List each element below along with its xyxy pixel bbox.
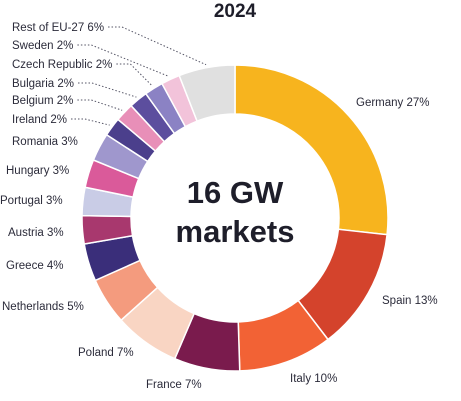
center-line-1: 16 GW — [187, 175, 284, 210]
leader-line — [70, 118, 110, 126]
slice-label: Greece 4% — [6, 260, 64, 272]
slice-label: Spain 13% — [382, 295, 438, 307]
slice-label: Romania 3% — [12, 136, 78, 148]
slice-label: Hungary 3% — [6, 165, 69, 177]
leader-line — [77, 44, 170, 78]
labels-group: Germany 27% Spain 13% Italy 10% France 7% Po… — [0, 22, 438, 391]
slice-label: Czech Republic 2% — [12, 59, 112, 71]
slice-label: Sweden 2% — [12, 40, 73, 52]
leader-line — [108, 26, 207, 66]
leader-line — [77, 99, 123, 111]
slice-label: Italy 10% — [290, 373, 337, 385]
slice-label: Bulgaria 2% — [12, 78, 74, 90]
slice-rest — [178, 64, 236, 123]
slice-label: Portugal 3% — [0, 195, 63, 207]
slices-group — [81, 64, 389, 372]
slice-label: Austria 3% — [8, 227, 64, 239]
leader-lines-group — [70, 26, 207, 126]
chart-title: 2024 — [214, 1, 257, 22]
leader-line — [78, 82, 137, 98]
slice-label: Belgium 2% — [12, 95, 73, 107]
center-line-2: markets — [176, 214, 295, 249]
slice-label: France 7% — [146, 379, 202, 391]
leader-line — [116, 63, 153, 87]
slice-label: Ireland 2% — [12, 114, 67, 126]
slice-label: Germany 27% — [356, 97, 430, 109]
slice-label: Netherlands 5% — [2, 301, 84, 313]
slice-label: Poland 7% — [78, 347, 134, 359]
slice-label: Rest of EU-27 6% — [12, 22, 104, 34]
